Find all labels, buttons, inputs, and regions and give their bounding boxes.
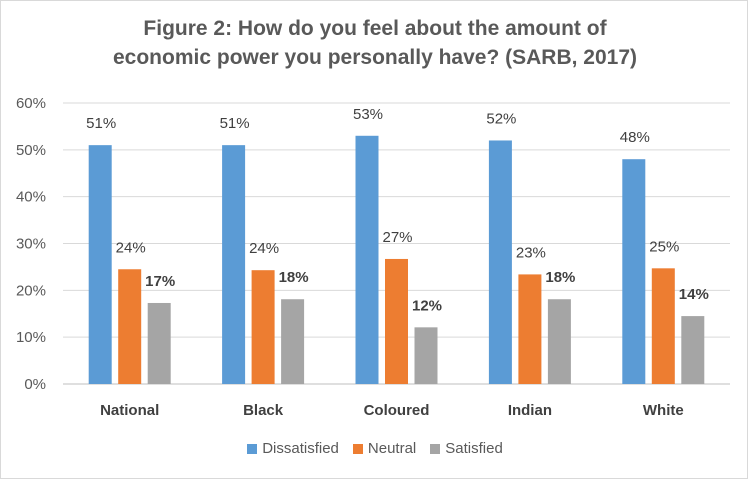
legend-item: Neutral bbox=[352, 440, 417, 457]
data-label: 51% bbox=[220, 115, 250, 132]
data-label: 48% bbox=[620, 129, 650, 146]
bar bbox=[622, 159, 646, 384]
legend-item: Dissatisfied bbox=[247, 440, 339, 457]
legend-item: Satisfied bbox=[430, 440, 503, 457]
legend-label: Satisfied bbox=[445, 440, 503, 457]
data-label: 52% bbox=[486, 110, 516, 127]
legend-swatch bbox=[247, 443, 258, 454]
bar bbox=[222, 145, 246, 384]
data-label: 27% bbox=[382, 229, 412, 246]
y-tick-label: 10% bbox=[16, 329, 46, 346]
x-tick-label: Black bbox=[243, 402, 284, 419]
y-tick-label: 0% bbox=[24, 376, 46, 393]
bar bbox=[88, 145, 112, 384]
x-tick-label: White bbox=[643, 402, 684, 419]
legend-label: Dissatisfied bbox=[262, 440, 339, 457]
bar bbox=[651, 268, 675, 384]
data-label: 18% bbox=[545, 269, 575, 286]
data-label: 24% bbox=[249, 240, 279, 257]
data-label: 17% bbox=[145, 273, 175, 290]
data-label: 25% bbox=[649, 238, 679, 255]
bar bbox=[547, 299, 571, 384]
chart-legend: Dissatisfied Neutral Satisfied bbox=[0, 440, 750, 457]
y-tick-label: 20% bbox=[16, 282, 46, 299]
legend-label: Neutral bbox=[367, 440, 417, 457]
data-label: 53% bbox=[353, 106, 383, 123]
x-tick-label: Indian bbox=[508, 402, 552, 419]
x-tick-label: National bbox=[100, 402, 159, 419]
data-label: 24% bbox=[116, 239, 146, 256]
bar bbox=[118, 269, 142, 384]
data-label: 51% bbox=[86, 115, 116, 132]
chart-title-line-2: economic power you personally have? (SAR… bbox=[113, 46, 637, 69]
bar bbox=[251, 270, 275, 384]
x-tick-label: Coloured bbox=[364, 402, 430, 419]
y-tick-label: 30% bbox=[16, 236, 46, 253]
bar bbox=[385, 258, 408, 384]
data-label: 14% bbox=[679, 286, 709, 303]
bar bbox=[355, 135, 379, 384]
chart-title-line-1: Figure 2: How do you feel about the amou… bbox=[143, 17, 607, 40]
data-label: 23% bbox=[516, 244, 546, 261]
legend-swatch bbox=[430, 443, 441, 454]
data-label: 18% bbox=[279, 269, 309, 286]
bar bbox=[681, 316, 705, 384]
chart-title: Figure 2: How do you feel about the amou… bbox=[0, 14, 750, 72]
bar bbox=[518, 274, 542, 384]
y-tick-label: 50% bbox=[16, 142, 46, 159]
bar bbox=[414, 327, 438, 384]
data-label: 12% bbox=[412, 297, 442, 314]
bar bbox=[488, 140, 512, 384]
y-tick-label: 40% bbox=[16, 189, 46, 206]
bar bbox=[147, 302, 171, 384]
bar bbox=[281, 299, 305, 384]
legend-swatch bbox=[352, 443, 363, 454]
y-tick-label: 60% bbox=[16, 95, 46, 112]
